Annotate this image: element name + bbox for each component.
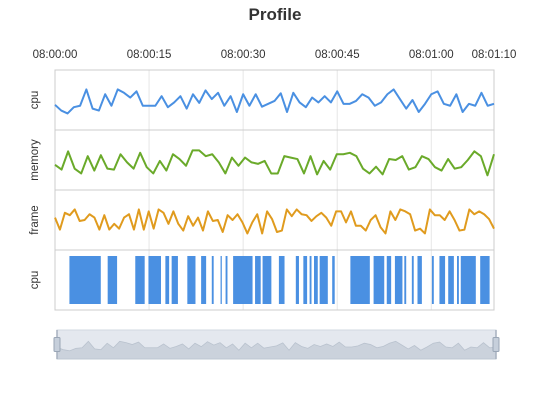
zoom-handle-right[interactable] (492, 330, 500, 359)
activity-bar (211, 256, 214, 304)
activity-bar (171, 256, 178, 304)
activity-bar (225, 256, 228, 304)
activity-bar (373, 256, 385, 304)
activity-bar (107, 256, 118, 304)
activity-bar (135, 256, 145, 304)
lane-memory-line: memory (29, 129, 495, 191)
activity-bar (278, 256, 285, 304)
chart-title: Profile (249, 5, 302, 24)
activity-bar (309, 256, 312, 304)
activity-bar (201, 256, 207, 304)
activity-bar (233, 256, 253, 304)
series-line-frame (54, 208, 495, 235)
activity-bar (332, 256, 335, 304)
activity-bar (220, 256, 222, 304)
activity-bar (295, 256, 299, 304)
activity-bar (350, 256, 370, 304)
lane-label: cpu (29, 271, 41, 290)
activity-bar (69, 256, 101, 304)
activity-bar (394, 256, 403, 304)
x-tick-label: 08:00:15 (127, 49, 172, 61)
activity-bar (439, 256, 446, 304)
lane-cpu-line: cpu (29, 69, 495, 131)
activity-bar (431, 256, 434, 304)
activity-bar (417, 256, 422, 304)
activity-bar (165, 256, 170, 304)
activity-bar (187, 256, 196, 304)
activity-bar (411, 256, 414, 304)
series-line-cpu (54, 88, 495, 115)
series-line-memory (54, 149, 495, 177)
activity-bar (404, 256, 407, 304)
activity-bar (456, 256, 459, 304)
zoom-overview-area (56, 340, 497, 360)
activity-bar (148, 256, 161, 304)
activity-bar (314, 256, 318, 304)
activity-bar (460, 256, 476, 304)
x-tick-label: 08:00:30 (221, 49, 266, 61)
activity-bar (480, 256, 490, 304)
lane-label: memory (29, 139, 41, 181)
zoom-handle-grip (492, 337, 500, 352)
x-axis-ticks: 08:00:00 08:00:15 08:00:30 08:00:45 08:01:00… (33, 49, 517, 61)
activity-bar (262, 256, 272, 304)
lane-border (54, 249, 495, 311)
lane-label: cpu (29, 91, 41, 110)
x-tick-label: 08:00:00 (33, 49, 78, 61)
x-tick-label: 08:01:10 (472, 49, 517, 61)
lane-cpu-bars: cpu (29, 249, 495, 311)
activity-bar (303, 256, 308, 304)
x-tick-label: 08:00:45 (315, 49, 360, 61)
activity-bar (448, 256, 454, 304)
lane-frame-line: frame (29, 189, 495, 251)
zoom-handle-grip (53, 337, 61, 352)
lane-label: frame (29, 205, 41, 234)
zoom-handle-left[interactable] (53, 330, 61, 359)
data-zoom-slider[interactable] (53, 329, 500, 360)
x-tick-label: 08:01:00 (409, 49, 454, 61)
activity-bar (255, 256, 261, 304)
activity-bar (386, 256, 392, 304)
lanes: cpu memory frame cpu (29, 69, 495, 311)
activity-bar (319, 256, 328, 304)
